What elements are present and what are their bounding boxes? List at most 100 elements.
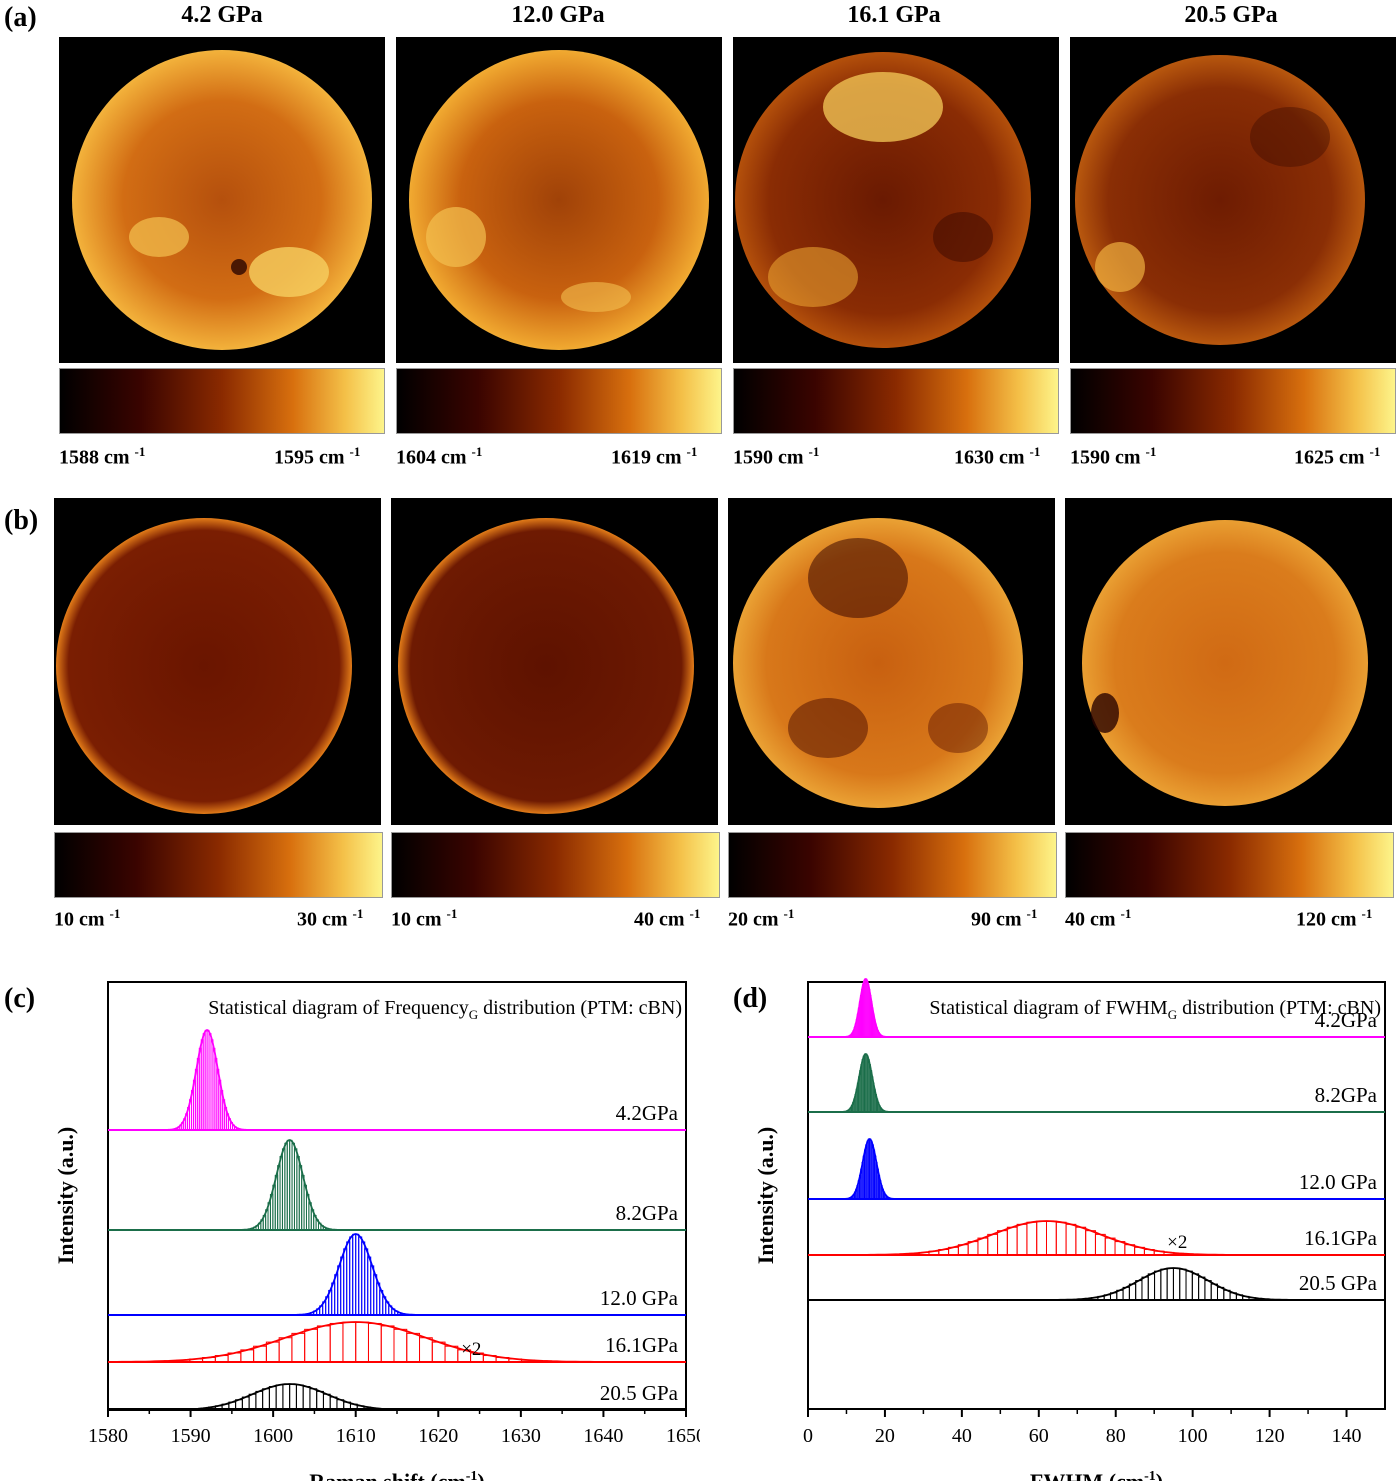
gaussian-fit-line: [141, 1383, 439, 1411]
x-tick-label: 1650: [666, 1425, 700, 1447]
colorbar-a4: [1070, 368, 1396, 434]
colorbar-b3: [728, 832, 1057, 898]
histogram-bar: [322, 1393, 331, 1411]
series-label: 20.5 GPa: [1299, 1271, 1378, 1295]
raman-map-a4: [1070, 37, 1396, 363]
pressure-title-4: 20.5 GPa: [1184, 2, 1278, 28]
histogram-bar: [1160, 1268, 1168, 1301]
colorbar-a2: [396, 368, 722, 434]
colorbar-b2: [391, 832, 720, 898]
x-tick-label: 120: [1255, 1425, 1285, 1447]
histogram-bar: [1006, 1226, 1018, 1256]
gaussian-fit-line: [236, 1139, 343, 1231]
histogram-bar: [1147, 1273, 1156, 1301]
x-tick-label: 60: [1029, 1425, 1049, 1447]
histogram-bar: [977, 1237, 989, 1256]
histogram-bar: [1085, 1230, 1096, 1256]
histogram-bar: [1141, 1276, 1149, 1301]
histogram-bar: [262, 1388, 270, 1411]
fwhm-distribution-chart: Statistical diagram of FWHMG distributio…: [753, 978, 1386, 1481]
y-axis-label: Intensity (a.u.): [53, 1127, 78, 1265]
gaussian-fit-line: [112, 1321, 637, 1363]
series-label: 8.2GPa: [616, 1201, 679, 1225]
histogram-bar: [1179, 1268, 1187, 1301]
gaussian-fit-line: [842, 978, 889, 1038]
x-tick-label: 1630: [501, 1425, 541, 1447]
histogram-bar: [255, 1390, 264, 1411]
colorbar-a4-max: 1625 cm -1: [1294, 444, 1381, 469]
histogram-bar: [393, 1328, 408, 1363]
colorbar-b4-min: 40 cm -1: [1065, 906, 1132, 931]
colorbar-a2-min: 1604 cm -1: [396, 444, 483, 469]
x-axis-label: Raman shift (cm-1): [309, 1469, 484, 1481]
scale-annotation: ×2: [461, 1339, 481, 1360]
histogram-bar: [1065, 1223, 1077, 1256]
histogram-bar: [265, 1341, 280, 1363]
histogram-bar: [1204, 1280, 1212, 1301]
x-tick-label: 1640: [583, 1425, 623, 1447]
colorbar-b1-max: 30 cm -1: [297, 906, 364, 931]
panel-label-c: (c): [4, 983, 36, 1014]
histogram-bar: [316, 1390, 324, 1411]
fwhm-map-b2: [391, 498, 718, 825]
colorbar-a1: [59, 368, 385, 434]
x-tick-label: 1580: [88, 1425, 128, 1447]
series-label: 20.5 GPa: [600, 1381, 679, 1405]
gaussian-fit-line: [839, 1053, 892, 1113]
series-label: 12.0 GPa: [600, 1286, 679, 1310]
frequency-distribution-chart: Statistical diagram of FrequencyG distri…: [53, 981, 700, 1481]
histogram-bar: [309, 1388, 318, 1411]
gaussian-fit-line: [164, 1029, 250, 1131]
histogram-bar: [295, 1384, 304, 1411]
y-axis-label: Intensity (a.u.): [753, 1127, 778, 1265]
colorbar-b1-min: 10 cm -1: [54, 906, 121, 931]
raman-map-a3: [733, 37, 1059, 363]
histogram-bar: [367, 1322, 382, 1363]
colorbar-a2-max: 1619 cm -1: [611, 444, 698, 469]
histogram-bar: [1075, 1226, 1087, 1256]
x-tick-label: 80: [1106, 1425, 1126, 1447]
colorbar-b4-max: 120 cm -1: [1296, 906, 1373, 931]
series-label: 4.2GPa: [616, 1101, 679, 1125]
x-tick-label: 1600: [253, 1425, 293, 1447]
series-label: 4.2GPa: [1315, 1008, 1378, 1032]
plot-frame: [807, 981, 1386, 1410]
x-axis-label: FWHM (cm-1): [1030, 1469, 1163, 1481]
histogram-bar: [289, 1383, 297, 1411]
histogram-bar: [1191, 1273, 1200, 1301]
colorbar-b2-min: 10 cm -1: [391, 906, 458, 931]
fwhm-map-b3: [728, 498, 1055, 825]
histogram-bar: [419, 1337, 433, 1363]
histogram-bar: [268, 1386, 277, 1411]
histogram-bar: [1166, 1267, 1174, 1301]
histogram-bar: [1128, 1283, 1137, 1301]
colorbar-a4-min: 1590 cm -1: [1070, 444, 1157, 469]
series-label: 16.1GPa: [605, 1333, 679, 1357]
histogram-bar: [1094, 1233, 1106, 1256]
histogram-bar: [248, 1393, 257, 1411]
pressure-title-3: 16.1 GPa: [847, 2, 941, 28]
colorbar-a3-max: 1630 cm -1: [954, 444, 1041, 469]
x-tick-label: 100: [1178, 1425, 1208, 1447]
histogram-bar: [275, 1384, 284, 1411]
colorbar-a3: [733, 368, 1059, 434]
histogram-bar: [1036, 1220, 1047, 1256]
histogram-bar: [304, 1328, 318, 1363]
histogram-bar: [278, 1337, 293, 1363]
x-tick-label: 1620: [418, 1425, 458, 1447]
histogram-bar: [406, 1332, 421, 1363]
histogram-bar: [1016, 1223, 1028, 1256]
series-label: 16.1GPa: [1304, 1226, 1378, 1250]
histogram-bar: [253, 1345, 267, 1363]
chart-title: Statistical diagram of FWHMG distributio…: [929, 997, 1381, 1022]
gaussian-fit-line: [831, 1220, 1262, 1256]
histogram-bar: [1045, 1220, 1057, 1256]
gaussian-fit-line: [841, 1138, 898, 1200]
x-tick-label: 0: [803, 1425, 813, 1447]
chart-title: Statistical diagram of FrequencyG distri…: [208, 997, 682, 1022]
histogram-bar: [342, 1321, 357, 1363]
pressure-title-1: 4.2 GPa: [181, 2, 263, 28]
histogram-bar: [1198, 1276, 1206, 1301]
fwhm-map-b1: [54, 498, 381, 825]
raman-map-a2: [396, 37, 722, 363]
